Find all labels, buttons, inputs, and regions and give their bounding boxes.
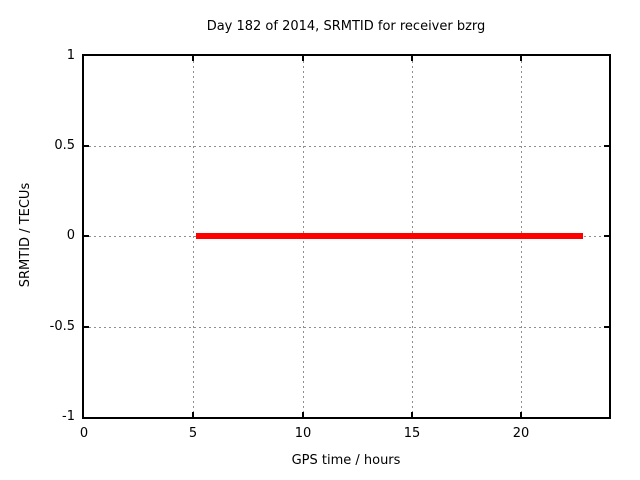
y-tick-right-0p5 <box>604 145 609 147</box>
y-tick-right-0 <box>604 235 609 237</box>
x-tick-top-15 <box>411 56 413 61</box>
y-tick-label-0: 0 <box>66 228 75 243</box>
srmtid-series-line <box>196 233 583 239</box>
plot-area <box>82 54 611 419</box>
chart-title: Day 182 of 2014, SRMTID for receiver bzr… <box>206 19 486 34</box>
y-tick-label-neg0p5: -0.5 <box>49 319 75 334</box>
y-tick-right-neg0p5 <box>604 326 609 328</box>
x-tick-bottom-10 <box>302 412 304 417</box>
y-tick-label-0p5: 0.5 <box>54 138 75 153</box>
y-tick-left-neg0p5 <box>84 326 89 328</box>
y-tick-left-0p5 <box>84 145 89 147</box>
x-tick-top-20 <box>520 56 522 61</box>
x-tick-bottom-15 <box>411 412 413 417</box>
gridline-y-neg0p5 <box>84 327 609 328</box>
gridline-y-0p5 <box>84 146 609 147</box>
x-tick-label-10: 10 <box>294 426 312 441</box>
y-tick-label-neg1: -1 <box>62 409 75 424</box>
x-tick-bottom-5 <box>192 412 194 417</box>
y-tick-left-0 <box>84 235 89 237</box>
x-tick-top-5 <box>192 56 194 61</box>
x-tick-label-5: 5 <box>188 426 198 441</box>
x-axis-label: GPS time / hours <box>291 453 401 468</box>
x-tick-label-20: 20 <box>512 426 530 441</box>
x-tick-top-10 <box>302 56 304 61</box>
x-tick-label-0: 0 <box>79 426 89 441</box>
x-tick-bottom-20 <box>520 412 522 417</box>
y-tick-label-1: 1 <box>66 48 75 63</box>
x-tick-label-15: 15 <box>403 426 421 441</box>
gridline-x-5 <box>193 56 194 417</box>
